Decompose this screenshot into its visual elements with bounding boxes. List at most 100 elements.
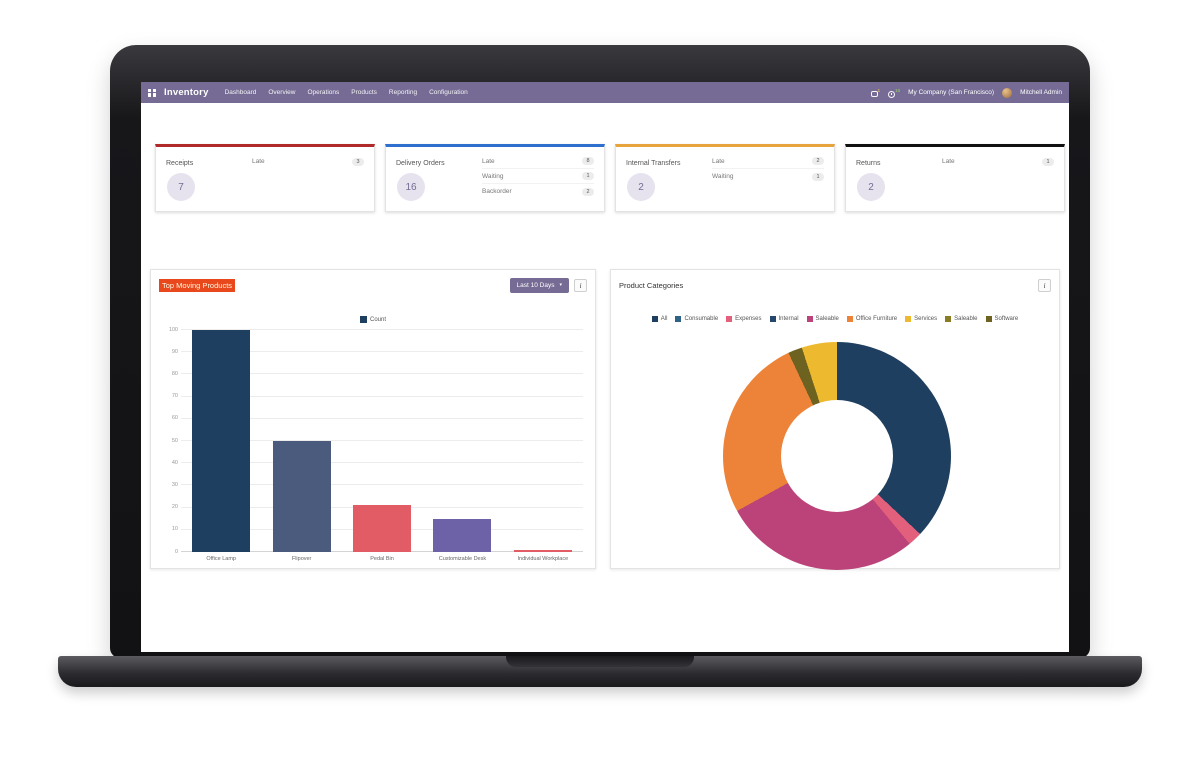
- nav-item-products[interactable]: Products: [351, 89, 377, 96]
- legend-item-count[interactable]: Count: [359, 316, 386, 323]
- kpi-row-waiting[interactable]: Waiting 1: [482, 169, 594, 184]
- bar-pedal-bin[interactable]: [353, 505, 411, 552]
- kpi-card-count[interactable]: 16: [397, 173, 425, 201]
- legend-item-office-furniture[interactable]: Office Furniture: [846, 316, 898, 322]
- nav-item-reporting[interactable]: Reporting: [388, 89, 418, 96]
- legend-item-software[interactable]: Software: [985, 316, 1018, 322]
- gridline: [181, 395, 583, 397]
- legend-item-saleable[interactable]: Saleable: [806, 316, 839, 322]
- bar-customizable-desk[interactable]: [433, 518, 492, 552]
- laptop-base: [58, 656, 1142, 687]
- chevron-down-icon: ▾: [559, 282, 562, 288]
- kpi-card-count[interactable]: 2: [857, 173, 885, 201]
- gridline: [181, 351, 583, 353]
- legend-swatch: [359, 316, 367, 323]
- donut-chart[interactable]: [723, 342, 951, 570]
- legend-swatch: [846, 316, 853, 322]
- panel-product-categories: Product Categories i All Consumable Expens…: [610, 269, 1060, 570]
- legend-item-consumable[interactable]: Consumable: [675, 316, 718, 322]
- messages-badge: 1: [877, 88, 881, 93]
- kpi-card-internal-transfers: Internal Transfers 2 Late 2 Waiting 1: [615, 144, 835, 212]
- kpi-row-badge: 1: [582, 172, 594, 180]
- kpi-row-late[interactable]: Late 2: [712, 154, 824, 169]
- legend-item-expenses[interactable]: Expenses: [726, 316, 762, 322]
- activities-button[interactable]: 10: [888, 88, 900, 98]
- right-panel-controls: i: [1038, 278, 1051, 292]
- pie-legend: All Consumable Expenses Internal Saleable Off…: [619, 316, 1051, 322]
- nav-item-dashboard[interactable]: Dashboard: [224, 89, 257, 96]
- navbar-right: 1 10 My Company (San Francisco) Mitchell…: [870, 87, 1062, 98]
- kpi-card-title: Returns: [856, 160, 881, 167]
- nav-item-operations[interactable]: Operations: [307, 89, 340, 96]
- legend-item-saleable[interactable]: Saleable: [945, 316, 978, 322]
- right-info-button[interactable]: i: [1038, 278, 1051, 292]
- y-axis-tick: 90: [171, 348, 178, 355]
- nav-item-configuration[interactable]: Configuration: [429, 89, 468, 96]
- legend-label: Saleable: [815, 316, 839, 322]
- left-info-button[interactable]: i: [574, 278, 587, 292]
- legend-label: Expenses: [735, 316, 762, 322]
- nav-item-overview[interactable]: Overview: [268, 89, 296, 96]
- legend-label: Office Furniture: [855, 316, 898, 322]
- y-axis-tick: 50: [171, 437, 178, 444]
- clock-icon: [888, 90, 896, 98]
- kpi-card-rows: Late 8 Waiting 1 Backorder 2: [482, 154, 594, 199]
- bar-slot: Flipover: [261, 330, 341, 562]
- bar-x-label: Individual Workplace: [517, 556, 569, 562]
- kpi-card-title: Internal Transfers: [626, 160, 681, 167]
- bar-office-lamp[interactable]: [192, 330, 251, 552]
- kpi-card-delivery-orders: Delivery Orders 16 Late 8 Waiting 1 Backorder 2: [385, 144, 605, 212]
- gridline: [181, 329, 583, 330]
- app-title: Inventory: [164, 87, 209, 98]
- bar-slot: Customizable Desk: [422, 330, 502, 562]
- legend-swatch: [675, 316, 682, 322]
- user-menu[interactable]: Mitchell Admin: [1020, 89, 1062, 96]
- y-axis-tick: 10: [171, 526, 178, 533]
- bar-x-label: Customizable Desk: [438, 556, 487, 562]
- kpi-row-badge: 1: [812, 172, 824, 181]
- kpi-card-count[interactable]: 7: [167, 173, 195, 201]
- legend-swatch: [945, 316, 952, 322]
- apps-grid-icon[interactable]: [148, 88, 156, 97]
- y-axis-tick: 40: [171, 459, 178, 466]
- kpi-row-late[interactable]: Late 1: [942, 154, 1054, 169]
- kpi-row-badge: 2: [812, 157, 824, 165]
- date-range-label: Last 10 Days: [516, 281, 555, 289]
- company-switcher[interactable]: My Company (San Francisco): [908, 89, 995, 96]
- kpi-row-late[interactable]: Late 8: [482, 154, 594, 169]
- left-panel-header: Top Moving Products Last 10 Days ▾ i: [151, 276, 595, 294]
- legend-swatch: [985, 316, 992, 322]
- legend-item-internal[interactable]: Internal: [769, 316, 799, 322]
- kpi-row-label: Backorder: [482, 188, 512, 195]
- bar-flipover[interactable]: [272, 441, 331, 552]
- bar-plot: 0 10 20 30 40 50 60 70 80 90 100 Office Lamp Flipove…: [169, 327, 583, 562]
- laptop-bezel: Inventory Dashboard Overview Operations Pro…: [110, 45, 1090, 658]
- messages-button[interactable]: 1: [870, 88, 881, 97]
- chat-bubble-icon: [870, 91, 878, 97]
- legend-label: Services: [914, 316, 938, 322]
- kpi-card-count[interactable]: 2: [627, 173, 655, 201]
- laptop-screen: Inventory Dashboard Overview Operations Pro…: [141, 82, 1069, 652]
- y-axis-tick: 80: [171, 370, 178, 377]
- kpi-row-backorder[interactable]: Backorder 2: [482, 184, 594, 199]
- legend-label: Internal: [778, 316, 799, 322]
- date-range-dropdown[interactable]: Last 10 Days ▾: [509, 277, 569, 293]
- left-panel-title: Top Moving Products: [159, 278, 236, 292]
- y-axis-tick: 70: [171, 392, 178, 399]
- kpi-card-title: Delivery Orders: [396, 160, 445, 167]
- kpi-row-badge: 1: [1042, 157, 1054, 166]
- kpi-row-label: Late: [252, 158, 265, 165]
- bar-individual-workplace[interactable]: [513, 549, 572, 552]
- user-avatar[interactable]: [1002, 87, 1013, 98]
- y-axis-tick: 20: [171, 503, 178, 510]
- legend-item-services[interactable]: Services: [905, 316, 937, 322]
- bar-slot: Individual Workplace: [503, 330, 583, 562]
- legend-label: Count: [369, 316, 386, 323]
- kpi-row-waiting[interactable]: Waiting 1: [712, 169, 824, 184]
- kpi-row-late[interactable]: Late 3: [252, 154, 364, 169]
- legend-item-all[interactable]: All: [651, 316, 667, 322]
- bar-x-label: Flipover: [291, 556, 312, 562]
- top-navbar: Inventory Dashboard Overview Operations Pro…: [141, 82, 1069, 103]
- kpi-row-badge: 8: [582, 157, 594, 165]
